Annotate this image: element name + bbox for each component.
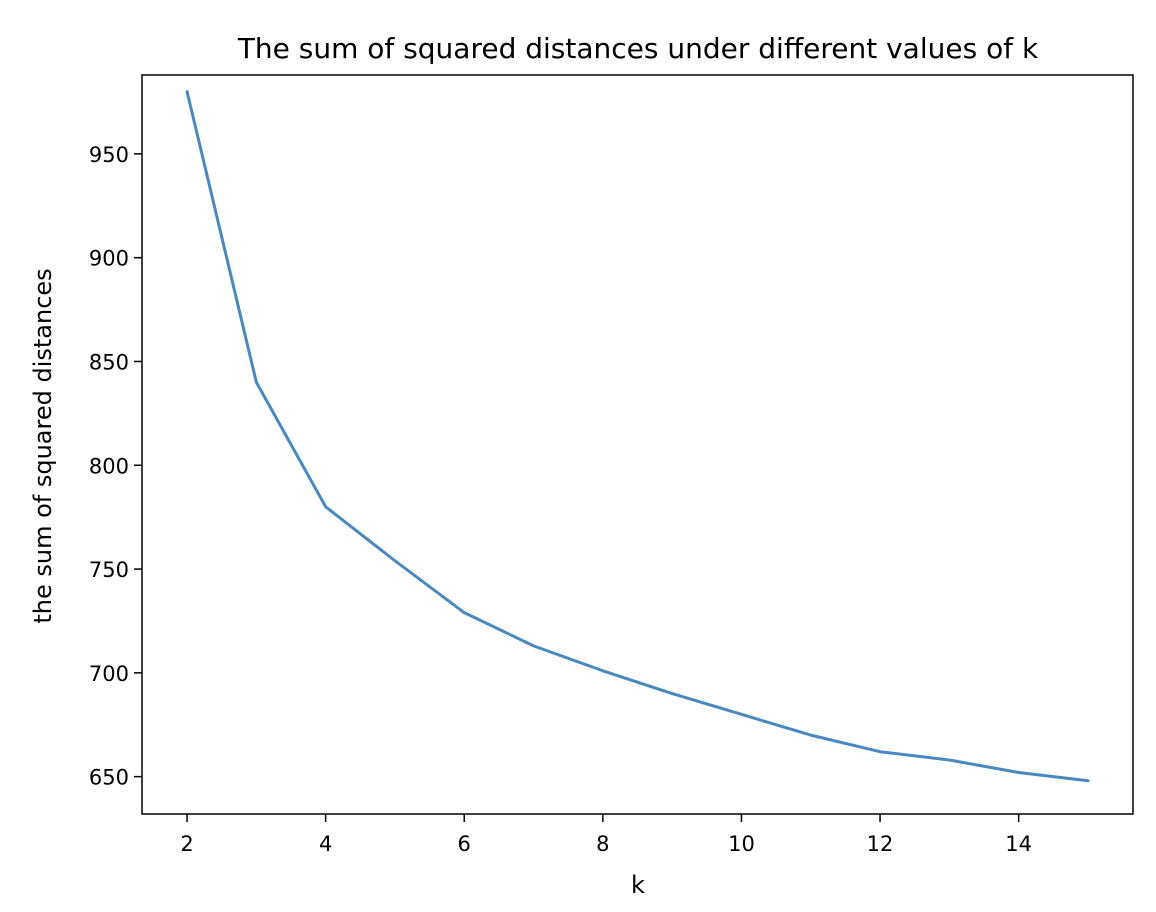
y-tick-label: 700: [89, 662, 129, 686]
y-tick-label: 750: [89, 558, 129, 582]
chart-title: The sum of squared distances under diffe…: [237, 32, 1039, 65]
plot-frame: [141, 74, 1134, 815]
x-axis: 2 4 6 8 10 12 14: [180, 814, 1032, 856]
y-tick-label: 850: [89, 350, 129, 374]
y-tick-label: 900: [89, 247, 129, 271]
x-axis-label: k: [631, 871, 645, 899]
y-axis: 650 700 750 800 850 900 950: [89, 143, 142, 790]
x-tick-label: 6: [458, 832, 471, 856]
x-tick-label: 14: [1005, 832, 1032, 856]
x-tick-label: 10: [728, 832, 755, 856]
y-tick-label: 650: [89, 766, 129, 790]
x-tick-label: 12: [867, 832, 894, 856]
series-line: [185, 90, 1090, 783]
y-axis-label: the sum of squared distances: [29, 268, 57, 623]
y-tick-label: 950: [89, 143, 129, 167]
x-tick-label: 2: [180, 832, 193, 856]
x-tick-label: 4: [319, 832, 332, 856]
y-tick-label: 800: [89, 454, 129, 478]
x-tick-label: 8: [596, 832, 609, 856]
